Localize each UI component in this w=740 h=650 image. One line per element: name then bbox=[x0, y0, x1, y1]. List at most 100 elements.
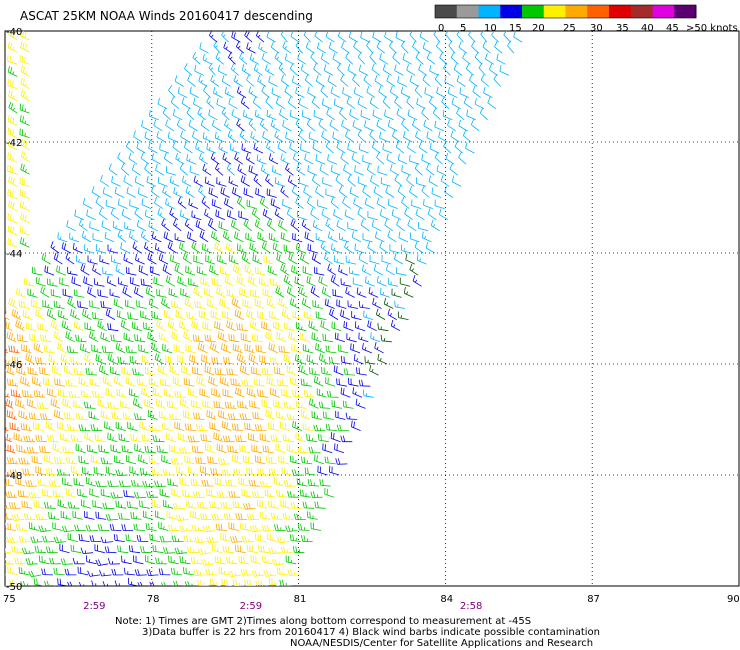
wind-barb bbox=[270, 512, 283, 520]
wind-barb bbox=[394, 300, 406, 309]
wind-barb bbox=[122, 286, 132, 298]
wind-barb bbox=[144, 131, 154, 143]
wind-barb bbox=[146, 175, 156, 187]
wind-barb bbox=[173, 580, 186, 586]
wind-barb bbox=[175, 152, 185, 165]
wind-barb bbox=[224, 87, 235, 98]
wind-barb bbox=[353, 197, 363, 209]
wind-barb bbox=[228, 254, 239, 265]
wind-barb bbox=[225, 242, 236, 254]
wind-barb bbox=[190, 556, 203, 565]
wind-barb bbox=[28, 570, 42, 578]
wind-barb bbox=[334, 255, 345, 265]
wind-barb bbox=[180, 130, 190, 143]
wind-barb bbox=[328, 356, 341, 365]
wind-barb bbox=[315, 154, 326, 165]
wind-barb bbox=[208, 62, 216, 76]
wind-barb bbox=[25, 480, 38, 487]
wind-barb bbox=[319, 479, 331, 487]
wind-barb bbox=[185, 265, 196, 276]
wind-barb bbox=[173, 344, 184, 354]
wind-barb bbox=[364, 120, 374, 132]
wind-barb bbox=[140, 310, 151, 320]
wind-barb bbox=[306, 118, 316, 132]
wind-barb bbox=[204, 443, 215, 454]
wind-barb bbox=[186, 107, 195, 121]
wind-barb bbox=[250, 289, 261, 298]
wind-barb bbox=[40, 334, 52, 343]
wind-barb bbox=[156, 398, 166, 409]
wind-barb bbox=[259, 433, 271, 443]
wind-barb bbox=[239, 522, 251, 531]
wind-barb bbox=[266, 297, 276, 309]
wind-barb bbox=[300, 378, 312, 387]
wind-barb bbox=[380, 177, 391, 187]
wind-barb bbox=[397, 153, 408, 165]
wind-barb bbox=[228, 176, 239, 187]
wind-barb bbox=[379, 209, 390, 221]
wind-barb bbox=[253, 174, 262, 187]
wind-barb bbox=[95, 559, 109, 566]
wind-barb bbox=[191, 524, 204, 532]
wind-barb bbox=[254, 298, 265, 309]
wind-barb bbox=[181, 97, 191, 110]
wind-barb bbox=[216, 286, 226, 298]
wind-barb bbox=[244, 31, 253, 43]
wind-barb bbox=[141, 434, 153, 443]
wind-barb bbox=[345, 255, 357, 265]
wind-barb bbox=[82, 466, 93, 476]
wind-barb bbox=[218, 142, 228, 154]
wind-barb bbox=[353, 41, 362, 54]
wind-barb bbox=[391, 288, 402, 298]
wind-barb bbox=[43, 345, 55, 354]
wind-barb bbox=[31, 376, 42, 387]
wind-barb bbox=[174, 233, 185, 243]
wind-barb bbox=[252, 96, 262, 110]
wind-barb bbox=[169, 413, 181, 420]
wind-barb bbox=[33, 342, 44, 354]
wind-speed-legend: 0 5 10 15 20 25 30 35 40 45 >50 knots bbox=[434, 4, 738, 34]
wind-barb bbox=[113, 533, 125, 542]
wind-barb bbox=[426, 52, 436, 65]
wind-barb bbox=[50, 398, 61, 409]
wind-barb bbox=[173, 187, 183, 198]
wind-barb bbox=[308, 446, 321, 454]
wind-barb bbox=[243, 109, 253, 121]
wind-barb bbox=[394, 252, 404, 265]
wind-barb bbox=[210, 310, 221, 320]
wind-barb bbox=[220, 266, 231, 276]
wind-barb bbox=[66, 424, 79, 431]
wind-barb bbox=[434, 73, 443, 87]
wind-barb bbox=[447, 119, 457, 132]
wind-barb bbox=[303, 390, 316, 398]
wind-barb bbox=[325, 423, 338, 431]
wind-barb bbox=[7, 457, 19, 465]
wind-barb bbox=[330, 274, 340, 287]
wind-barb bbox=[151, 185, 160, 198]
wind-barb bbox=[300, 252, 310, 265]
wind-barb bbox=[409, 75, 419, 87]
wind-barb bbox=[107, 432, 118, 443]
wind-barb bbox=[7, 152, 18, 163]
wind-barb bbox=[270, 198, 281, 209]
wind-barb bbox=[304, 311, 315, 320]
wind-barb bbox=[283, 353, 294, 365]
wind-barb bbox=[387, 198, 398, 209]
wind-barb bbox=[318, 275, 328, 287]
wind-barb bbox=[360, 31, 370, 43]
wind-barb bbox=[321, 130, 331, 143]
wind-barb bbox=[151, 311, 162, 320]
wind-barb bbox=[120, 242, 130, 254]
wind-barb bbox=[219, 298, 230, 309]
wind-barb bbox=[100, 410, 111, 420]
wind-barb bbox=[8, 502, 21, 509]
wind-barb bbox=[84, 322, 95, 332]
wind-barb bbox=[445, 31, 453, 43]
wind-barb bbox=[274, 524, 286, 531]
wind-barb bbox=[370, 332, 381, 343]
wind-barb bbox=[168, 84, 176, 98]
legend-swatch bbox=[435, 5, 458, 18]
wind-barb bbox=[182, 410, 193, 420]
wind-barb bbox=[100, 536, 114, 543]
wind-barb bbox=[162, 499, 174, 509]
